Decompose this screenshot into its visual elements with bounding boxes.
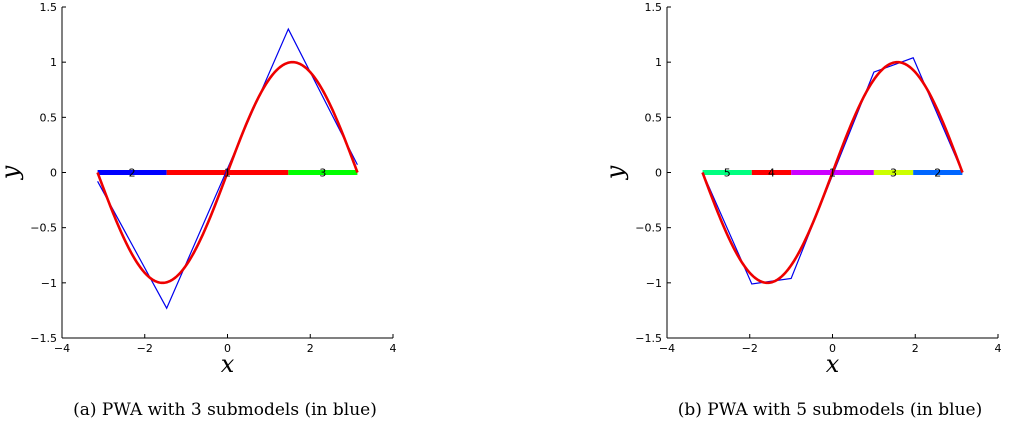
chart-0-y-tick-label: −0.5 [30, 222, 57, 235]
chart-1-y-tick-label: 1 [655, 56, 662, 69]
chart-1-segment-label: 5 [724, 167, 731, 180]
chart-0-segment-label: 3 [319, 167, 326, 180]
chart-0-y-tick-label: 0.5 [40, 111, 58, 124]
chart-1-caption: (b) PWA with 5 submodels (in blue) [678, 400, 983, 420]
chart-1-segment-label: 1 [829, 167, 836, 180]
chart-0-y-tick-label: 0 [50, 167, 57, 180]
chart-0-y-axis-label: y [0, 165, 24, 180]
chart-0-x-tick-label: 0 [224, 342, 231, 355]
chart-0-x-tick-label: −2 [137, 342, 153, 355]
chart-0-y-tick-label: −1.5 [30, 332, 57, 345]
chart-1-y-tick-label: −1.5 [635, 332, 662, 345]
chart-0-x-axis-label: x [221, 350, 235, 378]
chart-1-y-tick-label: −1 [646, 277, 662, 290]
chart-1-sine-curve [701, 60, 964, 285]
chart-1-y-axis-label: y [601, 165, 629, 180]
chart-0-caption: (a) PWA with 3 submodels (in blue) [73, 400, 377, 420]
chart-1-segment-label: 2 [934, 167, 941, 180]
chart-0-y-tick-label: −1 [41, 277, 57, 290]
chart-0-segment-label: 2 [129, 167, 136, 180]
chart-0-segment-label: 1 [224, 167, 231, 180]
chart-1-x-tick-label: 0 [829, 342, 836, 355]
chart-1-x-tick-label: 2 [912, 342, 919, 355]
chart-1-y-tick-label: −0.5 [635, 222, 662, 235]
chart-0-y-tick-label: 1 [50, 56, 57, 69]
chart-1-x-axis-label: x [826, 350, 840, 378]
chart-0-x-tick-label: −4 [54, 342, 70, 355]
chart-0-y-tick-label: 1.5 [40, 1, 58, 14]
chart-0-pwa-line [97, 27, 358, 310]
chart-1-y-tick-label: 1.5 [645, 1, 663, 14]
chart-1-y-tick-label: 0.5 [645, 111, 663, 124]
chart-0-x-tick-label: 2 [307, 342, 314, 355]
chart-1-y-tick-label: 0 [655, 167, 662, 180]
chart-1-x-tick-label: 4 [995, 342, 1002, 355]
chart-0-sine-curve [96, 60, 359, 285]
chart-b: −4 −2 0 2 4 −1.5 −1 −0.5 0 0.5 1 1.5 x y 5 4 1 3 2 (b) PWA … [601, 1, 1002, 420]
chart-a: −4 −2 0 2 4 −1.5 −1 −0.5 0 0.5 1 1.5 x y 2 1 3 (a) PWA wi… [0, 1, 397, 420]
chart-1-segment-label: 4 [768, 167, 775, 180]
chart-1-x-tick-label: −4 [659, 342, 675, 355]
chart-1-x-tick-label: −2 [742, 342, 758, 355]
chart-0-x-tick-label: 4 [390, 342, 397, 355]
chart-1-segment-label: 3 [890, 167, 897, 180]
